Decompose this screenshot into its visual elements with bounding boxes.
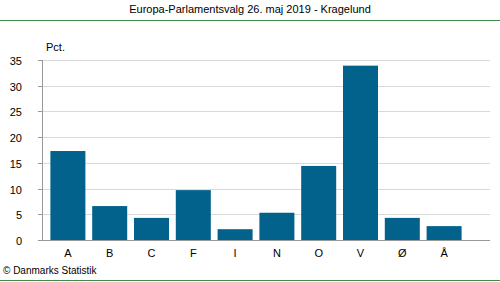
y-tick bbox=[38, 60, 42, 61]
x-tick-label: O bbox=[314, 247, 323, 259]
y-tick-label: 35 bbox=[10, 55, 22, 67]
bar bbox=[176, 190, 211, 240]
y-tick bbox=[38, 189, 42, 190]
y-axis-label: Pct. bbox=[46, 41, 65, 53]
y-tick-label: 30 bbox=[10, 81, 22, 93]
y-tick-label: 10 bbox=[10, 184, 22, 196]
grid-line bbox=[42, 240, 490, 241]
bar bbox=[50, 151, 85, 240]
y-tick bbox=[38, 163, 42, 164]
y-tick-label: 5 bbox=[16, 209, 22, 221]
y-tick bbox=[38, 137, 42, 138]
y-tick-label: 15 bbox=[10, 158, 22, 170]
y-tick-label: 20 bbox=[10, 132, 22, 144]
grid-line bbox=[42, 60, 490, 61]
x-tick-label: B bbox=[106, 247, 113, 259]
y-tick bbox=[38, 214, 42, 215]
x-tick-label: Ø bbox=[398, 247, 407, 259]
chart: Europa-Parlamentsvalg 26. maj 2019 - Kra… bbox=[0, 0, 500, 282]
bar bbox=[343, 66, 378, 240]
x-axis bbox=[42, 240, 490, 241]
bar bbox=[427, 226, 462, 240]
bar bbox=[134, 218, 169, 240]
y-axis bbox=[42, 60, 43, 240]
grid-line bbox=[42, 189, 490, 190]
footer-rule bbox=[0, 280, 500, 281]
y-tick bbox=[38, 111, 42, 112]
bar bbox=[385, 218, 420, 240]
header-rule bbox=[0, 20, 500, 21]
x-tick-label: V bbox=[357, 247, 365, 259]
bar bbox=[259, 213, 294, 240]
y-tick-label: 0 bbox=[16, 235, 22, 247]
bar bbox=[301, 166, 336, 240]
grid-line bbox=[42, 137, 490, 138]
y-tick bbox=[38, 86, 42, 87]
x-tick-label: I bbox=[234, 247, 237, 259]
grid-line bbox=[42, 163, 490, 164]
x-tick-label: C bbox=[148, 247, 156, 259]
x-tick-label: Å bbox=[440, 247, 448, 259]
x-tick-label: A bbox=[64, 247, 72, 259]
grid-line bbox=[42, 111, 490, 112]
title: Europa-Parlamentsvalg 26. maj 2019 - Kra… bbox=[129, 3, 371, 15]
x-tick-label: F bbox=[190, 247, 197, 259]
y-tick bbox=[38, 240, 42, 241]
bars bbox=[50, 66, 461, 240]
credit: © Danmarks Statistik bbox=[3, 265, 98, 276]
grid-line bbox=[42, 86, 490, 87]
bar bbox=[92, 206, 127, 240]
bar bbox=[218, 229, 253, 240]
x-tick-label: N bbox=[273, 247, 281, 259]
y-tick-label: 25 bbox=[10, 106, 22, 118]
